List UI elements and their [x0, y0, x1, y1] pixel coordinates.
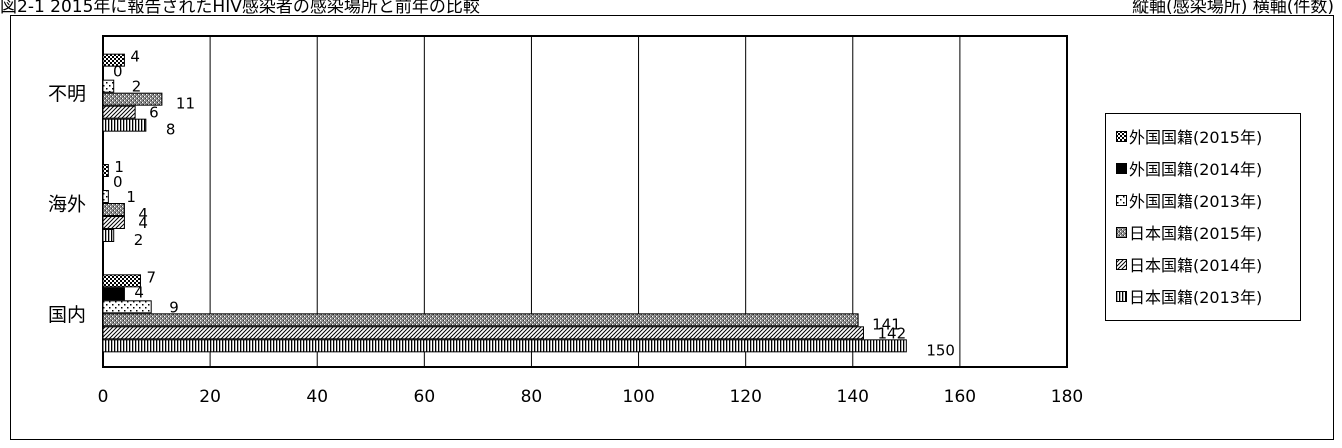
data-label: 1 — [126, 188, 136, 206]
data-label: 150 — [926, 341, 955, 359]
legend-swatch — [1116, 290, 1127, 302]
data-label: 4 — [130, 48, 140, 66]
x-tick-label: 40 — [306, 387, 328, 407]
data-label: 2 — [132, 78, 142, 96]
legend-swatch — [1116, 226, 1127, 238]
data-label: 141 — [872, 315, 901, 333]
legend-item: 外国国籍(2014年) — [1116, 156, 1262, 180]
x-tick-label: 160 — [944, 387, 976, 407]
legend-swatch — [1116, 162, 1127, 174]
data-label: 8 — [166, 121, 176, 139]
data-label: 0 — [113, 173, 123, 191]
data-label: 0 — [113, 63, 123, 81]
bar — [102, 274, 141, 288]
x-tick-label: 120 — [729, 387, 761, 407]
data-label: 2 — [134, 231, 144, 249]
x-tick-label: 20 — [199, 387, 221, 407]
bar — [102, 53, 125, 67]
plot-background — [103, 36, 1067, 367]
bar — [102, 313, 859, 327]
axis-description: 縦軸(感染場所) 横軸(件数) — [1132, 0, 1334, 17]
data-label: 4 — [138, 205, 148, 223]
data-label: 142 — [877, 324, 906, 342]
bar — [102, 92, 163, 106]
bar — [102, 326, 864, 340]
x-tick-label: 180 — [1051, 387, 1083, 407]
data-label: 9 — [169, 298, 179, 316]
bar — [102, 203, 125, 216]
data-label: 4 — [134, 283, 144, 301]
legend-label: 外国国籍(2013年) — [1129, 192, 1263, 211]
data-label: 11 — [176, 95, 195, 113]
header: 図2-1 2015年に報告されたHIV感染者の感染場所と前年の比較 縦軸(感染場… — [0, 0, 1342, 17]
legend-item: 日本国籍(2013年) — [1116, 284, 1262, 308]
bar — [102, 287, 125, 301]
data-label: 4 — [138, 214, 148, 232]
data-label: 6 — [149, 104, 159, 122]
x-tick-label: 0 — [98, 387, 109, 407]
legend-label: 外国国籍(2014年) — [1129, 160, 1263, 179]
legend-swatch — [1116, 194, 1127, 206]
y-category-label: 国内 — [48, 304, 86, 326]
x-tick-label: 100 — [622, 387, 654, 407]
x-tick-label: 60 — [414, 387, 436, 407]
legend-item: 日本国籍(2014年) — [1116, 252, 1262, 276]
y-category-label: 不明 — [48, 83, 86, 105]
chart-frame — [10, 15, 1334, 440]
legend: 外国国籍(2015年) 外国国籍(2014年) 外国国籍(2013年) 日本国籍(20… — [1105, 113, 1301, 321]
legend-label: 日本国籍(2015年) — [1129, 224, 1263, 243]
legend-swatch — [1116, 258, 1127, 270]
y-category-label: 海外 — [48, 194, 86, 216]
legend-label: 日本国籍(2013年) — [1129, 288, 1263, 307]
bar — [102, 216, 125, 229]
legend-item: 外国国籍(2015年) — [1116, 124, 1262, 148]
legend-item: 日本国籍(2015年) — [1116, 220, 1262, 244]
bar — [102, 229, 115, 242]
bar — [102, 118, 147, 132]
plot-area: 0 20 40 60 80 100 120 140 160 180不明4021168海外10144… — [48, 35, 1083, 407]
chart-caption: 図2-1 2015年に報告されたHIV感染者の感染場所と前年の比較 — [0, 0, 480, 17]
data-label: 7 — [146, 268, 156, 286]
legend-label: 外国国籍(2015年) — [1129, 128, 1263, 147]
bar — [102, 105, 136, 119]
x-tick-label: 140 — [837, 387, 869, 407]
bar — [102, 190, 109, 203]
legend-swatch — [1116, 130, 1127, 142]
x-tick-label: 80 — [521, 387, 543, 407]
bar — [102, 79, 115, 93]
bar — [102, 339, 907, 353]
legend-item: 外国国籍(2013年) — [1116, 188, 1262, 212]
bar — [102, 164, 109, 177]
bar — [102, 300, 152, 314]
data-label: 1 — [114, 158, 124, 176]
legend-label: 日本国籍(2014年) — [1129, 256, 1263, 275]
